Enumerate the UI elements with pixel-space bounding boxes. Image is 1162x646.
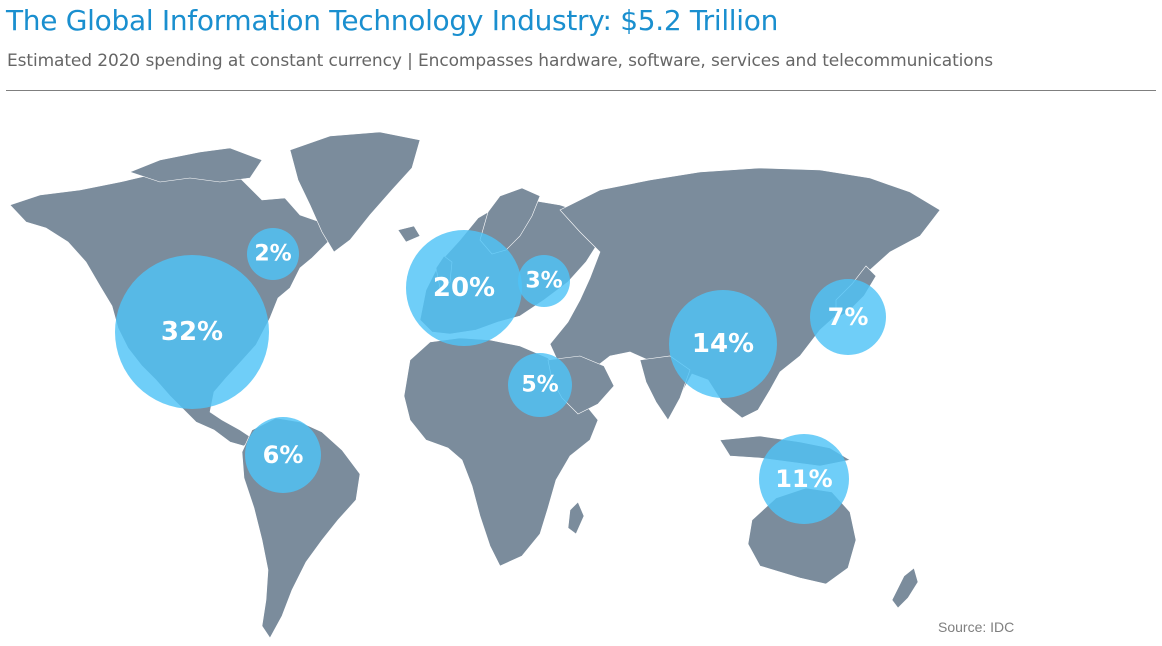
bubble-circle-asia-pacific [759, 434, 849, 524]
bubble-layer: 2% 32% 6% 20% 3% 5% 14% 7% 11% [115, 228, 886, 524]
region-bubble-latin-america: 6% [245, 417, 321, 493]
region-bubble-central-eastern-europe: 3% [518, 255, 570, 307]
bubble-circle-central-eastern-europe [518, 255, 570, 307]
bubble-label-canada: 2% [254, 242, 291, 267]
bubble-label-japan: 7% [828, 303, 869, 331]
landmass-new-zealand [891, 567, 919, 609]
landmass-iceland [397, 225, 421, 243]
landmass-arctic-islands [129, 147, 263, 183]
region-bubble-middle-east-africa: 5% [508, 353, 572, 417]
region-bubble-japan: 7% [810, 279, 886, 355]
page-subtitle: Estimated 2020 spending at constant curr… [7, 51, 994, 71]
bubble-label-united-states: 32% [161, 317, 223, 347]
bubble-circle-western-europe [406, 230, 522, 346]
page-title: The Global Information Technology Indust… [6, 4, 779, 37]
bubble-label-latin-america: 6% [263, 441, 304, 469]
bubble-circle-china [669, 290, 777, 398]
bubble-circle-united-states [115, 255, 269, 409]
region-bubble-western-europe: 20% [406, 230, 522, 346]
landmass-asia [549, 167, 941, 419]
divider [6, 90, 1156, 91]
bubble-circle-canada [247, 228, 299, 280]
source-note: Source: IDC [938, 619, 1015, 635]
landmass-madagascar [567, 501, 585, 535]
landmass-greenland [289, 131, 421, 253]
bubble-label-china: 14% [692, 329, 754, 359]
bubble-circle-japan [810, 279, 886, 355]
region-bubble-china: 14% [669, 290, 777, 398]
region-bubble-asia-pacific: 11% [759, 434, 849, 524]
bubble-label-middle-east-africa: 5% [521, 373, 558, 398]
bubble-label-central-eastern-europe: 3% [525, 269, 562, 294]
bubble-circle-latin-america [245, 417, 321, 493]
region-bubble-canada: 2% [247, 228, 299, 280]
region-bubble-united-states: 32% [115, 255, 269, 409]
bubble-label-western-europe: 20% [433, 273, 495, 303]
bubble-label-asia-pacific: 11% [775, 465, 832, 493]
bubble-circle-middle-east-africa [508, 353, 572, 417]
